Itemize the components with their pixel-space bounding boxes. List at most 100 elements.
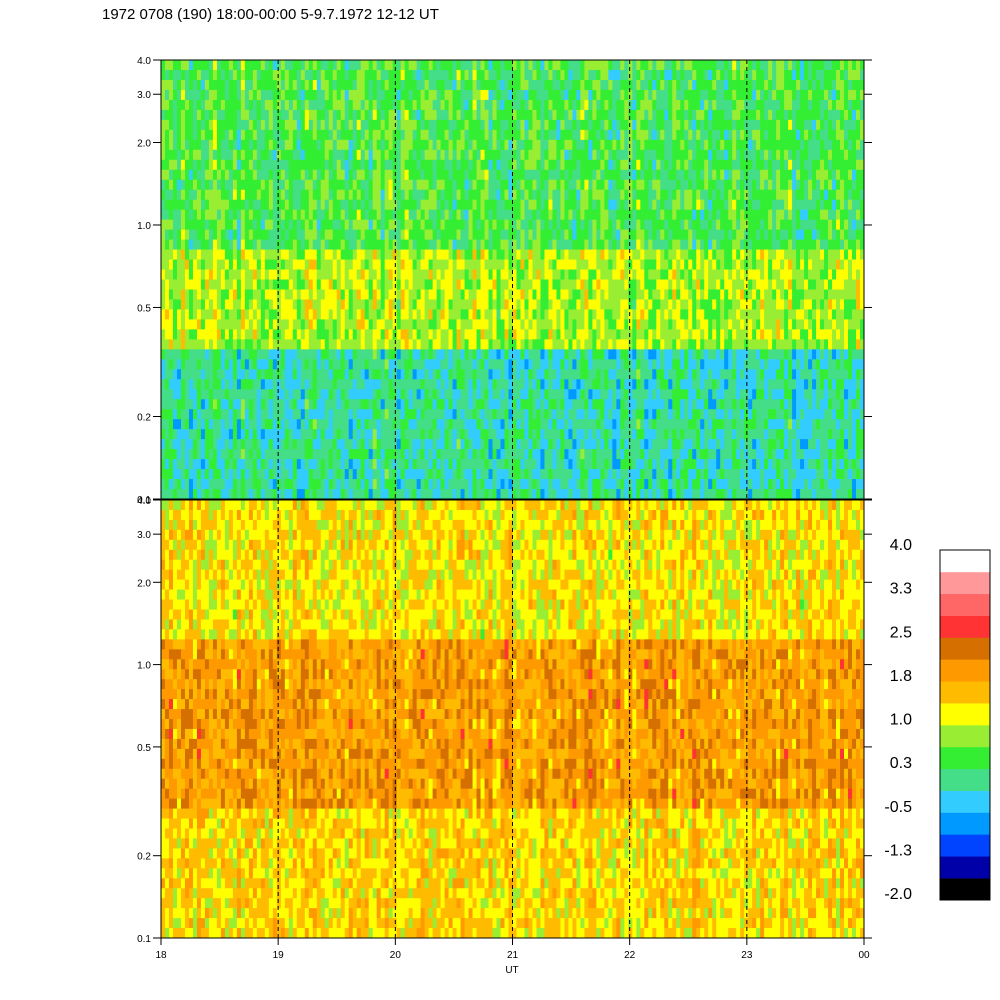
heatmap-cell <box>424 399 430 410</box>
heatmap-cell <box>272 409 278 420</box>
heatmap-cell <box>304 219 310 231</box>
heatmap-cell <box>272 369 278 380</box>
heatmap-cell <box>528 129 533 141</box>
heatmap-cell <box>168 309 174 320</box>
heatmap-cell <box>444 369 449 380</box>
heatmap-cell <box>360 369 366 380</box>
heatmap-cell <box>404 209 410 221</box>
heatmap-cell <box>328 129 334 141</box>
heatmap-cell <box>184 159 190 171</box>
heatmap-cell <box>168 69 174 81</box>
heatmap-cell <box>224 219 230 231</box>
heatmap-cell <box>384 259 390 270</box>
heatmap-cell <box>344 299 350 310</box>
heatmap-cell <box>576 399 581 410</box>
heatmap-cell <box>444 199 449 211</box>
heatmap-cell <box>224 189 230 201</box>
heatmap-cell <box>384 139 390 151</box>
heatmap-cell <box>520 359 525 370</box>
heatmap-cell <box>176 359 182 370</box>
heatmap-cell <box>328 319 334 330</box>
heatmap-cell <box>504 239 509 250</box>
heatmap-cell <box>172 389 178 400</box>
heatmap-cell <box>456 489 461 500</box>
heatmap-cell <box>161 69 166 81</box>
heatmap-cell <box>560 479 565 490</box>
heatmap-cell <box>344 439 350 450</box>
heatmap-cell <box>508 259 513 270</box>
heatmap-cell <box>372 159 378 171</box>
heatmap-cell <box>564 379 569 390</box>
heatmap-cell <box>492 119 497 131</box>
heatmap-cell <box>360 469 366 480</box>
heatmap-cell <box>572 219 577 231</box>
heatmap-cell <box>220 209 226 221</box>
heatmap-cell <box>432 309 437 320</box>
heatmap-cell <box>464 359 469 370</box>
heatmap-cell <box>232 449 238 460</box>
heatmap-cell <box>384 99 390 111</box>
heatmap-cell <box>528 419 533 430</box>
heatmap-cell <box>344 219 350 231</box>
heatmap-cell <box>472 99 477 111</box>
heatmap-cell <box>216 209 222 221</box>
heatmap-cell <box>284 199 290 211</box>
heatmap-cell <box>440 199 445 211</box>
heatmap-cell <box>344 149 350 161</box>
heatmap-cell <box>348 69 354 81</box>
heatmap-cell <box>256 159 262 171</box>
heatmap-cell <box>416 79 422 91</box>
heatmap-cell <box>424 269 430 280</box>
heatmap-cell <box>161 209 166 221</box>
heatmap-cell <box>256 60 262 71</box>
heatmap-cell <box>476 89 481 101</box>
heatmap-cell <box>612 99 617 111</box>
heatmap-cell <box>180 379 186 390</box>
heatmap-cell <box>484 449 489 460</box>
heatmap-cell <box>372 279 378 290</box>
heatmap-cell <box>600 329 605 340</box>
heatmap-cell <box>304 449 310 460</box>
heatmap-cell <box>588 159 593 171</box>
heatmap-cell <box>540 249 545 260</box>
heatmap-cell <box>336 199 342 211</box>
heatmap-cell <box>496 249 501 260</box>
heatmap-cell <box>216 299 222 310</box>
heatmap-cell <box>448 209 453 221</box>
heatmap-cell <box>488 449 493 460</box>
heatmap-cell <box>576 269 581 280</box>
heatmap-cell <box>212 69 218 81</box>
heatmap-cell <box>504 179 509 191</box>
heatmap-cell <box>188 439 194 450</box>
heatmap-cell <box>400 419 406 430</box>
heatmap-cell <box>284 79 290 91</box>
heatmap-cell <box>352 389 358 400</box>
heatmap-cell <box>376 409 382 420</box>
heatmap-cell <box>424 259 430 270</box>
heatmap-cell <box>396 479 402 490</box>
heatmap-cell <box>192 119 198 131</box>
heatmap-cell <box>364 429 370 440</box>
heatmap-cell <box>400 459 406 470</box>
heatmap-cell <box>412 149 418 161</box>
heatmap-cell <box>568 369 573 380</box>
heatmap-cell <box>260 149 266 161</box>
heatmap-cell <box>560 349 565 360</box>
heatmap-cell <box>180 419 186 430</box>
heatmap-cell <box>244 109 250 121</box>
heatmap-cell <box>300 189 306 201</box>
heatmap-cell <box>456 349 461 360</box>
heatmap-cell <box>280 69 286 81</box>
heatmap-cell <box>220 359 226 370</box>
heatmap-cell <box>424 99 430 111</box>
heatmap-cell <box>376 339 382 350</box>
heatmap-cell <box>548 229 553 240</box>
heatmap-cell <box>248 229 254 240</box>
heatmap-cell <box>512 379 517 390</box>
heatmap-cell <box>548 179 553 191</box>
heatmap-cell <box>316 209 322 221</box>
heatmap-cell <box>364 119 370 131</box>
heatmap-cell <box>484 89 489 101</box>
heatmap-cell <box>420 169 426 181</box>
heatmap-cell <box>300 289 306 300</box>
